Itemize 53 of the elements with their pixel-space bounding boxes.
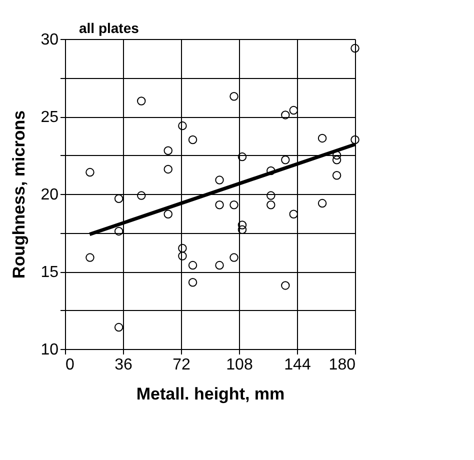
point (332, 150, 342, 160)
point (230, 253, 238, 262)
point (350, 44, 360, 53)
text: all plates (79, 20, 140, 36)
y-tick-label: 10 (40, 342, 59, 358)
point (188, 260, 198, 270)
point (188, 278, 198, 287)
y-tick-label: 30 (40, 32, 59, 48)
x-axis-title: Metall. height, mm (136, 384, 285, 404)
point (281, 110, 290, 120)
point (281, 156, 290, 164)
point (164, 210, 172, 219)
point (188, 135, 198, 144)
x-tick-label: 72 (172, 356, 190, 374)
point (332, 171, 342, 180)
point (215, 260, 224, 270)
point (86, 168, 94, 177)
point (238, 152, 247, 162)
point (332, 156, 342, 164)
point (178, 252, 187, 260)
point (230, 92, 238, 101)
point (114, 194, 124, 204)
point (178, 121, 187, 130)
point (215, 176, 224, 184)
point (266, 200, 276, 210)
point (86, 253, 94, 262)
point (114, 226, 124, 236)
point (318, 134, 327, 143)
y-tick-label: 15 (40, 264, 59, 281)
point (136, 96, 146, 106)
x-tick-label: 180 (328, 356, 356, 374)
y-axis-title: Roughness, microns (10, 110, 29, 279)
point (136, 191, 146, 200)
point (164, 146, 172, 155)
point (318, 198, 327, 208)
x-tick-label: 36 (114, 356, 132, 374)
y-tick-label: 25 (40, 109, 59, 126)
point (178, 244, 187, 253)
x-tick-label: 144 (284, 356, 311, 374)
point (281, 281, 290, 290)
point (114, 322, 124, 332)
y-tick-label: 20 (40, 186, 59, 204)
point (238, 220, 247, 230)
point (289, 210, 298, 219)
point (266, 191, 276, 200)
x-tick-label: 108 (226, 356, 253, 374)
x-tick-label: 0 (66, 356, 74, 374)
point (164, 164, 172, 174)
point (230, 200, 238, 210)
point (266, 166, 276, 176)
point (350, 135, 360, 144)
point (289, 106, 298, 115)
point (215, 200, 224, 210)
